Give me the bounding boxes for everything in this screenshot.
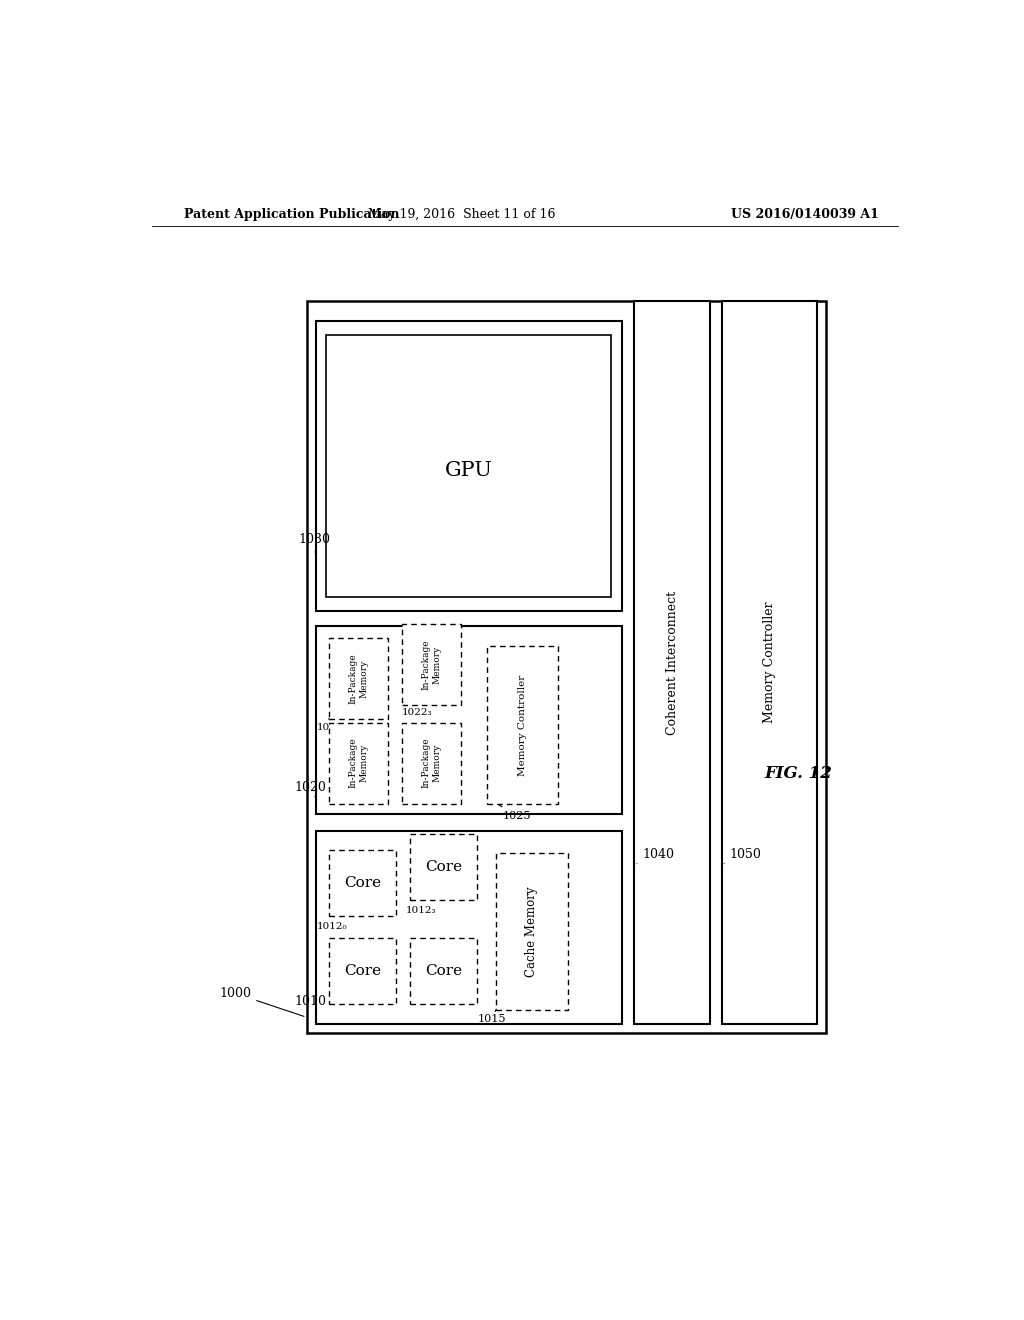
- Text: 1000: 1000: [219, 987, 304, 1016]
- FancyBboxPatch shape: [329, 939, 396, 1005]
- Text: GPU: GPU: [444, 461, 493, 480]
- Text: In-Package
Memory: In-Package Memory: [422, 639, 441, 690]
- Text: Cache Memory: Cache Memory: [525, 886, 539, 977]
- FancyBboxPatch shape: [410, 834, 477, 900]
- Text: Patent Application Publication: Patent Application Publication: [183, 207, 399, 220]
- Text: Core: Core: [425, 861, 462, 874]
- Text: US 2016/0140039 A1: US 2016/0140039 A1: [731, 207, 879, 220]
- Text: In-Package
Memory: In-Package Memory: [349, 738, 369, 788]
- Text: Core: Core: [425, 964, 462, 978]
- Text: Memory Controller: Memory Controller: [763, 602, 776, 723]
- Text: Core: Core: [344, 964, 381, 978]
- FancyBboxPatch shape: [410, 939, 477, 1005]
- Text: Memory Controller: Memory Controller: [518, 675, 527, 776]
- FancyBboxPatch shape: [634, 301, 710, 1024]
- FancyBboxPatch shape: [486, 647, 558, 804]
- FancyBboxPatch shape: [306, 301, 826, 1032]
- Text: 1012₃: 1012₃: [406, 900, 436, 915]
- FancyBboxPatch shape: [722, 301, 817, 1024]
- Text: 1050: 1050: [724, 847, 762, 863]
- FancyBboxPatch shape: [401, 722, 461, 804]
- Text: May 19, 2016  Sheet 11 of 16: May 19, 2016 Sheet 11 of 16: [368, 207, 555, 220]
- Text: 1012₀: 1012₀: [316, 915, 347, 931]
- FancyBboxPatch shape: [327, 335, 610, 598]
- Text: 1040: 1040: [637, 847, 674, 863]
- Text: 1022₃: 1022₃: [401, 705, 432, 717]
- Text: Coherent Interconnect: Coherent Interconnect: [666, 590, 679, 735]
- Text: In-Package
Memory: In-Package Memory: [422, 738, 441, 788]
- FancyBboxPatch shape: [329, 722, 388, 804]
- Text: 1010: 1010: [295, 995, 327, 1012]
- FancyBboxPatch shape: [316, 832, 622, 1024]
- Text: 1015: 1015: [477, 1008, 506, 1024]
- Text: 1020: 1020: [295, 780, 327, 799]
- FancyBboxPatch shape: [497, 853, 567, 1010]
- Text: 1025: 1025: [500, 805, 531, 821]
- FancyBboxPatch shape: [316, 626, 622, 814]
- FancyBboxPatch shape: [329, 638, 388, 719]
- Text: In-Package
Memory: In-Package Memory: [349, 653, 369, 704]
- Text: 1022₀: 1022₀: [316, 718, 347, 731]
- Text: 1030: 1030: [299, 532, 331, 562]
- FancyBboxPatch shape: [329, 850, 396, 916]
- FancyBboxPatch shape: [316, 321, 622, 611]
- Text: Core: Core: [344, 875, 381, 890]
- FancyBboxPatch shape: [401, 624, 461, 705]
- Text: FIG. 12: FIG. 12: [765, 764, 833, 781]
